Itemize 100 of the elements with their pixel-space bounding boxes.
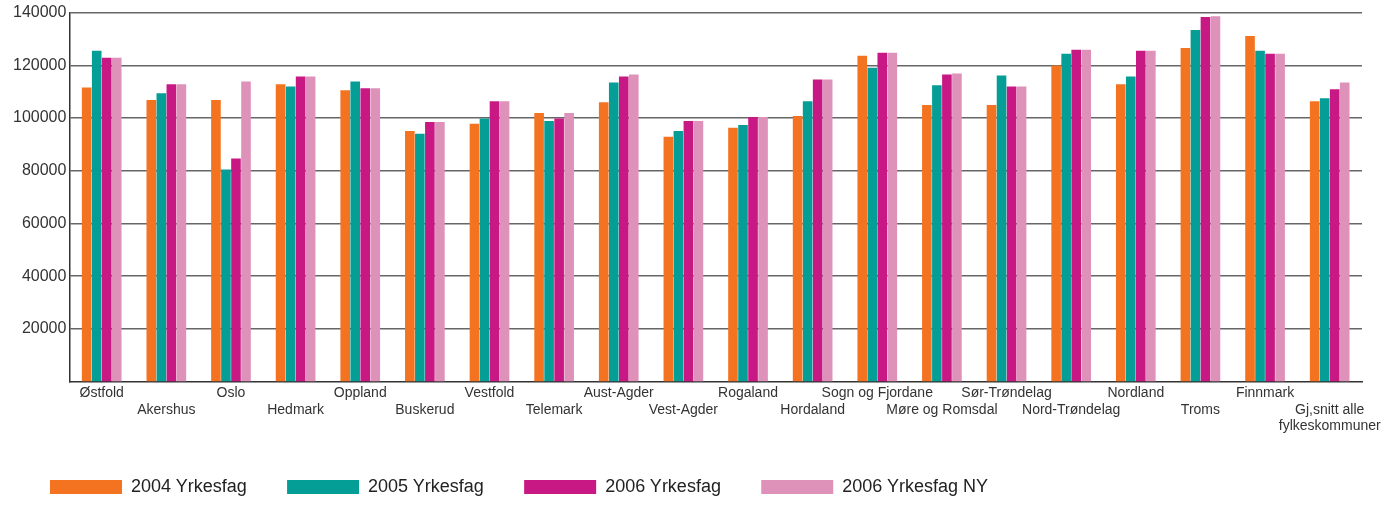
bar	[489, 101, 500, 382]
bar	[166, 84, 177, 382]
x-tick-label: Møre og Romsdal	[886, 400, 998, 417]
bar	[156, 93, 167, 382]
bar	[285, 86, 296, 382]
legend-label: 2006 Yrkesfag	[605, 475, 721, 496]
y-tick-label: 80000	[21, 161, 67, 179]
y-tick-label: 100000	[13, 108, 67, 126]
bar	[1125, 76, 1136, 382]
bar	[683, 120, 694, 382]
bar	[231, 158, 241, 382]
bar	[922, 105, 932, 382]
bar	[554, 118, 564, 382]
bar	[425, 121, 435, 382]
bar	[812, 79, 823, 382]
bar	[435, 121, 445, 382]
bar	[598, 102, 609, 382]
bar	[996, 75, 1007, 382]
bar	[1180, 47, 1191, 382]
bar	[1329, 89, 1340, 382]
bar	[693, 120, 704, 382]
y-tick-label: 120000	[13, 55, 67, 73]
x-tick-label: Hordaland	[780, 400, 845, 417]
bar	[1016, 86, 1027, 382]
bar	[618, 76, 629, 382]
bar	[758, 116, 768, 382]
bar	[241, 81, 251, 382]
bar	[101, 57, 112, 382]
x-tick-label: Sogn og Fjordane	[821, 383, 934, 400]
bar	[792, 115, 803, 382]
bar	[942, 74, 952, 382]
legend-label: 2006 Yrkesfag NY	[842, 475, 988, 496]
legend-label: 2005 Yrkesfag	[368, 475, 484, 496]
bar	[1265, 53, 1275, 382]
x-tick-label: Vest-Agder	[648, 400, 719, 417]
y-tick-label: 40000	[21, 266, 67, 284]
bar	[1245, 36, 1255, 382]
legend-label: 2004 Yrkesfag	[131, 475, 247, 496]
bar	[146, 100, 157, 382]
bar	[1319, 98, 1330, 382]
bar	[479, 118, 490, 382]
bar	[370, 88, 381, 382]
bar	[822, 79, 833, 382]
x-tick-label: Oppland	[333, 383, 387, 400]
bar	[877, 52, 888, 382]
bar	[1071, 49, 1081, 382]
bar	[1081, 49, 1091, 382]
bar	[275, 84, 286, 382]
bar	[360, 88, 371, 382]
bar	[81, 87, 92, 382]
bar	[176, 84, 187, 382]
bar	[534, 113, 544, 382]
bar	[211, 100, 221, 382]
x-tick-label: Nordland	[1107, 383, 1165, 400]
bar	[628, 74, 639, 382]
bar	[663, 136, 674, 382]
bar	[544, 120, 554, 382]
bar	[887, 52, 898, 382]
bar	[1190, 30, 1201, 382]
x-tick-label: Troms	[1180, 400, 1221, 417]
bar	[748, 116, 758, 382]
x-tick-label: Telemark	[525, 400, 584, 417]
bar	[1200, 17, 1211, 382]
bar	[1309, 101, 1320, 382]
bar	[932, 85, 942, 382]
bar	[1051, 65, 1061, 382]
x-tick-label: Akershus	[137, 400, 196, 417]
bar	[738, 124, 748, 382]
bar	[1006, 86, 1017, 382]
y-tick-label: 20000	[21, 319, 67, 337]
bar	[1136, 50, 1146, 382]
bar	[608, 82, 619, 382]
bar	[564, 113, 574, 382]
x-tick-label: Gj,snitt alle fylkeskommuner	[1278, 400, 1381, 434]
bar	[952, 73, 962, 382]
bar	[1339, 82, 1350, 382]
x-tick-label: Nord-Trøndelag	[1022, 400, 1121, 417]
bar	[91, 50, 102, 382]
x-tick-label: Oslo	[216, 383, 246, 400]
bar	[673, 130, 684, 382]
x-tick-label: Vestfold	[464, 383, 515, 400]
bar	[350, 81, 361, 382]
bar	[802, 101, 813, 382]
bar	[1146, 50, 1156, 382]
y-tick-label: 140000	[13, 3, 67, 21]
bar	[867, 67, 878, 382]
bar	[295, 76, 306, 382]
bar	[1061, 53, 1071, 382]
bar	[111, 57, 122, 382]
bar	[857, 55, 868, 382]
x-tick-label: Sør-Trøndelag	[961, 383, 1052, 400]
bar	[728, 127, 738, 382]
bar	[305, 76, 316, 382]
x-tick-label: Aust-Agder	[583, 383, 655, 400]
bar	[1275, 53, 1285, 382]
bar	[499, 101, 510, 382]
bar	[986, 105, 997, 382]
bar	[340, 90, 351, 382]
bar	[405, 130, 415, 382]
x-tick-label: Rogaland	[718, 383, 778, 400]
